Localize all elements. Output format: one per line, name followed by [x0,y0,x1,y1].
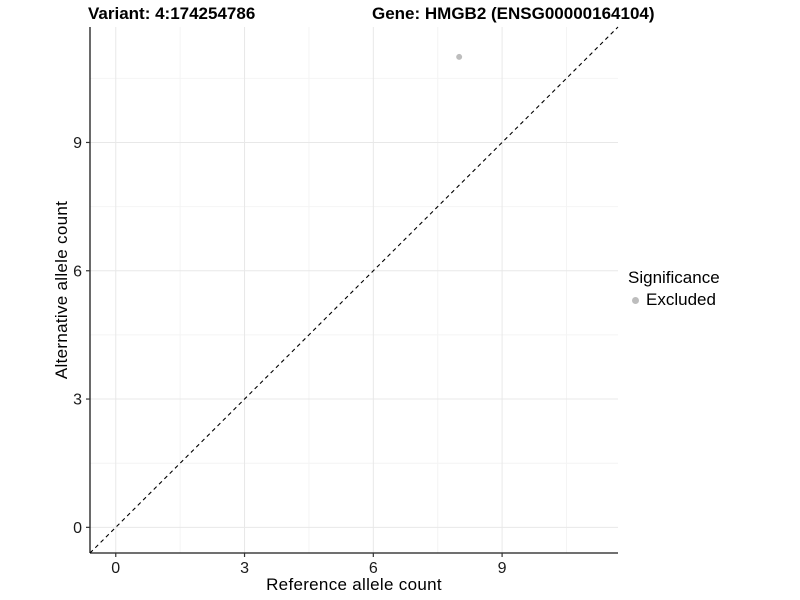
plot-title-variant: Variant: 4:174254786 [88,4,256,23]
x-tick-label: 0 [111,560,120,577]
y-tick-label: 0 [73,520,82,537]
legend-item-excluded: Excluded [628,290,720,310]
identity-refline [89,26,619,554]
y-tick-label: 6 [73,263,82,280]
plot-title-gene: Gene: HMGB2 (ENSG00000164104) [372,4,655,23]
data-point [456,53,463,60]
legend: Significance Excluded [628,268,720,310]
y-axis-label: Alternative allele count [52,200,71,380]
x-tick-label: 6 [369,560,378,577]
x-axis-label: Reference allele count [266,575,442,594]
legend-point-icon [632,296,639,304]
legend-item-label: Excluded [646,290,716,309]
y-tick-label: 9 [73,135,82,152]
x-tick-label: 9 [498,560,507,577]
x-tick-label: 3 [240,560,249,577]
y-tick-label: 3 [73,392,82,409]
legend-title: Significance [628,268,720,287]
